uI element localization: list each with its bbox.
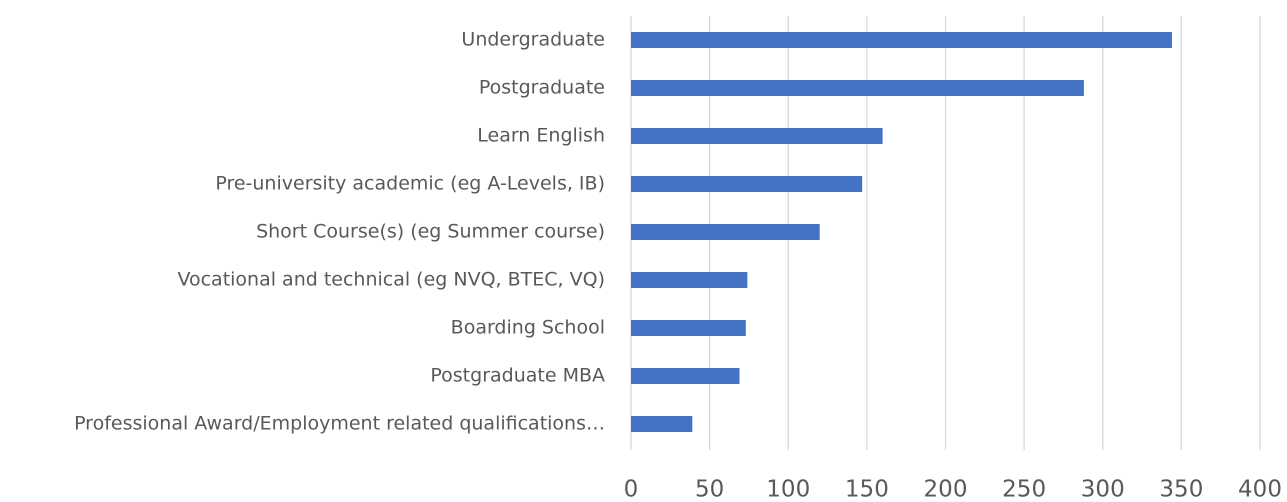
y-tick-label: Pre-university academic (eg A-Levels, IB… [215, 173, 605, 195]
y-tick-label: Professional Award/Employment related qu… [74, 413, 605, 435]
bar [631, 224, 820, 240]
x-tick-label: 300 [1081, 477, 1125, 502]
bar [631, 368, 740, 384]
bar [631, 416, 693, 432]
x-tick-label: 350 [1159, 477, 1203, 502]
x-tick-label: 200 [924, 477, 968, 502]
y-tick-label: Boarding School [451, 317, 605, 339]
x-tick-label: 150 [845, 477, 889, 502]
x-tick-label: 0 [624, 477, 639, 502]
y-tick-label: Postgraduate [479, 77, 605, 99]
x-tick-label: 250 [1002, 477, 1046, 502]
y-tick-label: Learn English [477, 125, 605, 147]
bar [631, 32, 1172, 48]
bar [631, 128, 883, 144]
bar [631, 320, 746, 336]
y-tick-label: Postgraduate MBA [430, 365, 605, 387]
x-tick-label: 100 [766, 477, 810, 502]
y-tick-label: Vocational and technical (eg NVQ, BTEC, … [177, 269, 605, 291]
bar [631, 80, 1084, 96]
y-tick-label: Short Course(s) (eg Summer course) [256, 221, 605, 243]
x-tick-label: 50 [695, 477, 724, 502]
bar [631, 176, 863, 192]
x-tick-label: 400 [1238, 477, 1282, 502]
y-tick-label: Undergraduate [461, 29, 605, 51]
bar [631, 272, 748, 288]
